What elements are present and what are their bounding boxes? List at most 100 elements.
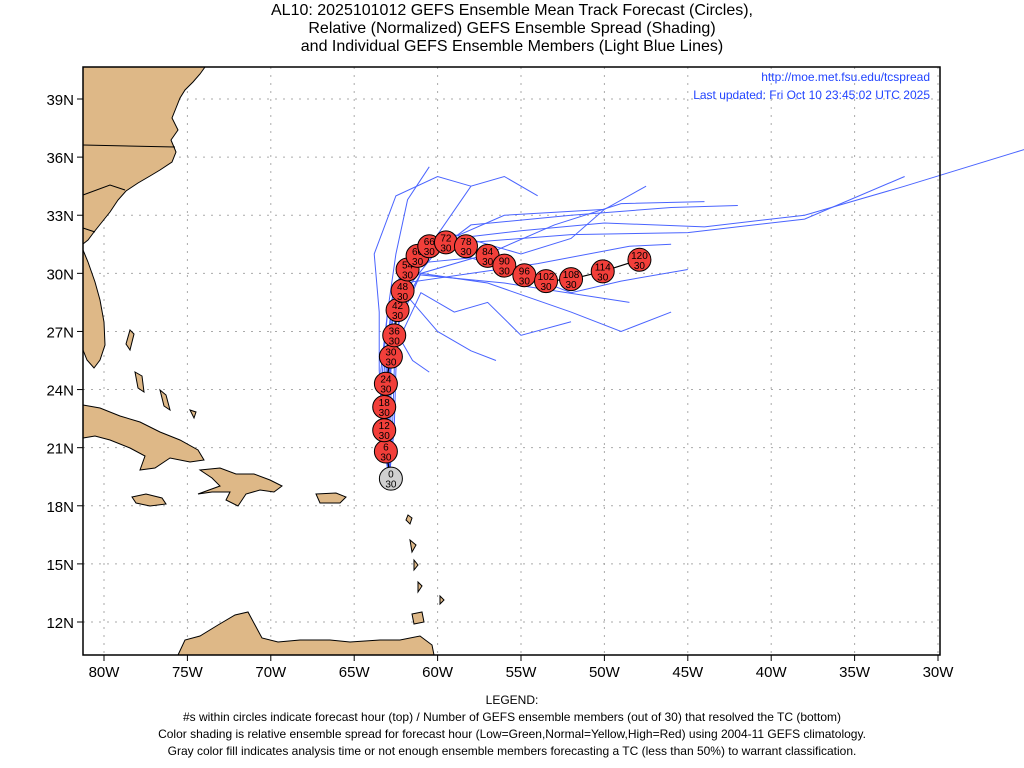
land-antilles-1 <box>405 514 413 525</box>
forecast-hour-label: 36 <box>389 326 401 337</box>
lat-tick-label: 24N <box>46 383 74 400</box>
track-circle <box>534 269 559 294</box>
ensemble-member-line <box>387 175 538 479</box>
land-puerto-rico <box>315 492 347 504</box>
ensemble-member-tracks <box>373 149 1024 479</box>
land-jamaica <box>131 493 167 507</box>
track-point-hour-0: 030 <box>378 466 403 491</box>
ensemble-member-line <box>383 185 647 479</box>
track-circle <box>492 253 517 278</box>
land-bahamas-1 <box>125 329 135 352</box>
ensemble-member-line <box>388 291 497 479</box>
forecast-hour-label: 18 <box>379 398 391 409</box>
gridlines <box>77 67 940 661</box>
track-circle <box>627 247 652 272</box>
member-count-label: 30 <box>380 385 392 396</box>
lon-tick-label: 70W <box>255 664 287 681</box>
member-count-label: 30 <box>540 282 552 293</box>
member-count-label: 30 <box>385 480 397 491</box>
mean-track: 0306301230183024303030363042304830543060… <box>372 230 652 491</box>
last-updated: Last updated: Fri Oct 10 23:45:02 UTC 20… <box>693 88 930 102</box>
land-trinidad <box>411 611 425 625</box>
lat-tick-label: 33N <box>46 208 74 225</box>
lat-tick-label: 36N <box>46 150 74 167</box>
lat-tick-label: 12N <box>46 615 74 632</box>
lat-tick-label: 18N <box>46 499 74 516</box>
forecast-hour-label: 120 <box>631 251 648 262</box>
ensemble-member-line <box>387 257 688 479</box>
land-cuba <box>82 404 205 471</box>
forecast-hour-label: 108 <box>563 270 580 281</box>
lon-tick-label: 80W <box>89 664 121 681</box>
track-circle <box>453 234 478 259</box>
land-antilles-3 <box>413 558 419 572</box>
forecast-hour-label: 84 <box>482 247 494 258</box>
forecast-hour-label: 48 <box>397 282 409 293</box>
member-count-label: 30 <box>460 247 472 258</box>
track-circle <box>382 323 407 348</box>
forecast-hour-label: 66 <box>424 237 436 248</box>
member-count-label: 30 <box>389 336 401 347</box>
land-bahamas-2 <box>134 371 145 394</box>
forecast-hour-label: 78 <box>460 237 472 248</box>
lon-tick-label: 55W <box>506 664 538 681</box>
forecast-hour-label: 114 <box>595 262 611 273</box>
land-south-america <box>177 611 435 656</box>
member-count-label: 30 <box>402 270 414 281</box>
lon-tick-label: 75W <box>172 664 204 681</box>
member-count-label: 30 <box>412 257 424 268</box>
lon-tick-label: 60W <box>422 664 454 681</box>
lat-tick-label: 30N <box>46 266 74 283</box>
forecast-hour-label: 42 <box>392 301 404 312</box>
forecast-hour-label: 6 <box>383 443 389 454</box>
chart-title-line-1: AL10: 2025101012 GEFS Ensemble Mean Trac… <box>271 2 753 19</box>
member-count-label: 30 <box>385 358 397 369</box>
member-count-label: 30 <box>379 408 391 419</box>
lon-tick-label: 65W <box>339 664 371 681</box>
land-bahamas-3 <box>159 388 171 412</box>
member-count-label: 30 <box>499 267 511 278</box>
legend-line-1: #s within circles indicate forecast hour… <box>182 710 842 724</box>
member-count-label: 30 <box>424 247 436 258</box>
forecast-hour-label: 12 <box>379 421 391 432</box>
chart-title-line-3: and Individual GEFS Ensemble Members (Li… <box>300 38 724 55</box>
source-url[interactable]: http://moe.met.fsu.edu/tcspread <box>761 70 930 84</box>
lon-tick-label: 40W <box>756 664 788 681</box>
member-count-label: 30 <box>392 311 404 322</box>
us-state-border <box>82 144 176 148</box>
us-state-border <box>82 184 126 196</box>
ensemble-member-line <box>382 149 1024 479</box>
lon-tick-label: 35W <box>839 664 871 681</box>
track-point-hour-6: 630 <box>373 439 398 464</box>
land-antilles-5 <box>439 594 445 606</box>
lat-tick-label: 15N <box>46 557 74 574</box>
track-circle <box>378 466 403 491</box>
track-circle <box>590 259 615 284</box>
axis-labels: 80W 75W 70W 65W 60W 55W 50W 45W 40W 35W 30W 39N 36N 3… <box>46 92 954 681</box>
land-masses <box>82 66 445 656</box>
forecast-hour-label: 24 <box>380 375 392 386</box>
chart-title-line-2: Relative (Normalized) GEFS Ensemble Spre… <box>308 20 716 37</box>
track-circle <box>373 371 398 396</box>
member-count-label: 30 <box>380 453 392 464</box>
member-count-label: 30 <box>634 261 646 272</box>
ensemble-member-line <box>388 292 572 479</box>
forecast-hour-label: 102 <box>538 272 555 283</box>
lon-tick-label: 45W <box>672 664 704 681</box>
member-count-label: 30 <box>379 431 391 442</box>
lat-tick-label: 39N <box>46 92 74 109</box>
member-count-label: 30 <box>482 257 494 268</box>
legend-heading: LEGEND: <box>485 693 539 707</box>
